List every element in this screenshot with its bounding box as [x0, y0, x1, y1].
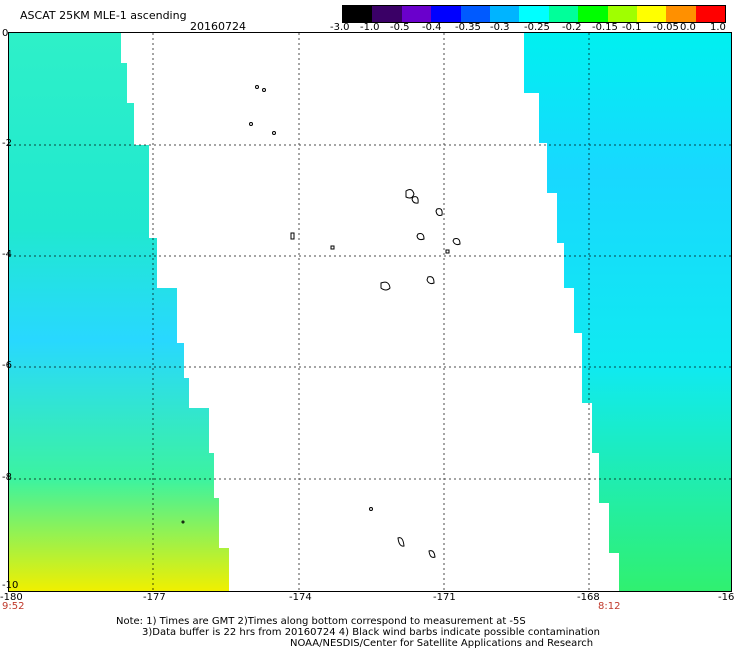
- x-tick-label: -168: [577, 592, 600, 603]
- colorbar-label: -0.05: [653, 22, 679, 33]
- note-line-1: Note: 1) Times are GMT 2)Times along bot…: [116, 616, 526, 627]
- colorbar-segment: [343, 6, 373, 22]
- grid: [9, 33, 731, 591]
- colorbar-label: 0.0: [680, 22, 696, 33]
- colorbar-segment: [607, 6, 637, 22]
- y-tick-label: -2: [2, 138, 12, 149]
- colorbar-segment: [489, 6, 520, 22]
- y-tick-label: -4: [2, 249, 12, 260]
- colorbar-label: -0.4: [422, 22, 442, 33]
- colorbar-label: -0.25: [524, 22, 550, 33]
- colorbar-label: 1.0: [710, 22, 726, 33]
- colorbar-label: -3.0: [330, 22, 350, 33]
- map-area: [8, 32, 732, 592]
- colorbar-label: -1.0: [360, 22, 380, 33]
- note-line-3: NOAA/NESDIS/Center for Satellite Applica…: [290, 638, 594, 649]
- y-tick-label: 0: [2, 28, 9, 39]
- colorbar-label: -0.3: [490, 22, 510, 33]
- colorbar-label: -0.2: [562, 22, 582, 33]
- x-tick-label: -174: [289, 592, 312, 603]
- colorbar-label: -0.15: [592, 22, 618, 33]
- time-right: 8:12: [598, 601, 621, 612]
- left-swath: [9, 33, 229, 591]
- colorbar-label: -0.5: [390, 22, 410, 33]
- x-tick-label: -171: [433, 592, 456, 603]
- colorbar-segment: [548, 6, 579, 22]
- colorbar-segment: [519, 6, 549, 22]
- note-line-2: 3)Data buffer is 22 hrs from 20160724 4)…: [142, 627, 600, 638]
- colorbar-segment: [401, 6, 432, 22]
- time-left: 9:52: [2, 601, 25, 612]
- product-title: ASCAT 25KM MLE-1 ascending: [20, 9, 187, 22]
- right-swath: [524, 33, 731, 591]
- colorbar-segment: [431, 6, 461, 22]
- date-label: 20160724: [190, 20, 246, 33]
- x-tick-label: -180: [0, 592, 23, 603]
- colorbar-labels: -3.0 -1.0 -0.5 -0.4 -0.35 -0.3 -0.25 -0.…: [330, 22, 730, 34]
- colorbar-label: -0.1: [622, 22, 642, 33]
- y-tick-label: -6: [2, 360, 12, 371]
- x-tick-label: -16: [718, 592, 735, 603]
- colorbar-segment: [372, 6, 402, 22]
- map-svg: [9, 33, 731, 591]
- colorbar: [342, 5, 726, 23]
- colorbar-segment: [460, 6, 490, 22]
- x-tick-label: -177: [143, 592, 166, 603]
- colorbar-segment: [695, 6, 726, 22]
- colorbar-segment: [636, 6, 667, 22]
- y-tick-label: -10: [2, 580, 19, 591]
- colorbar-label: -0.35: [455, 22, 481, 33]
- y-tick-label: -8: [2, 472, 12, 483]
- colorbar-segment: [666, 6, 696, 22]
- island-outlines: [181, 85, 461, 558]
- colorbar-segment: [578, 6, 608, 22]
